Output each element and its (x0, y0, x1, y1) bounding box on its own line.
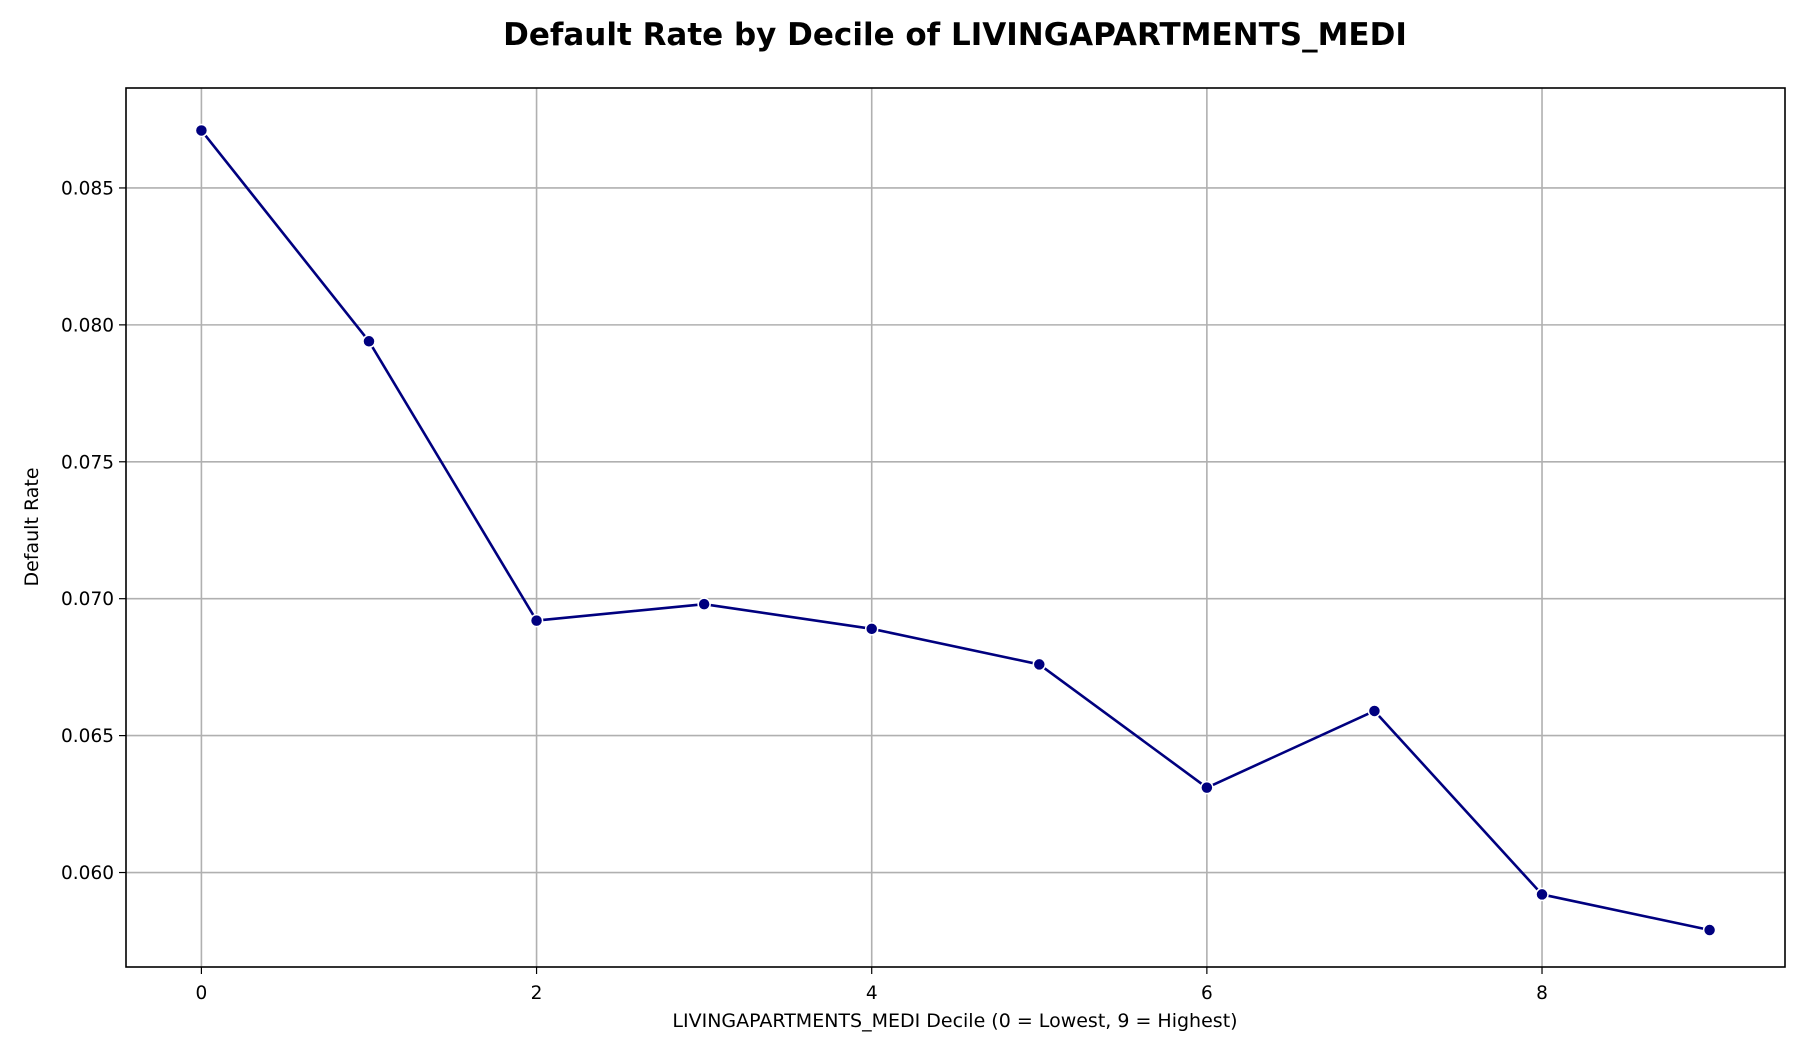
data-point (697, 597, 711, 611)
data-point (194, 123, 209, 138)
x-tick-label: 2 (531, 983, 543, 1004)
x-axis-label: LIVINGAPARTMENTS_MEDI Decile (0 = Lowest… (672, 1010, 1237, 1032)
x-axis: 0 2 4 6 8 (196, 967, 1548, 1004)
grid (126, 88, 1785, 967)
data-point (1032, 657, 1047, 672)
chart-title: Default Rate by Decile of LIVINGAPARTMEN… (503, 17, 1407, 53)
data-point (362, 334, 376, 349)
y-tick-label: 0.070 (61, 589, 114, 610)
data-point (1535, 887, 1549, 902)
data-point (1367, 704, 1382, 718)
y-tick-label: 0.075 (61, 452, 114, 473)
series-line (200, 129, 1710, 932)
y-axis: 0.060 0.065 0.070 0.075 0.080 0.085 (61, 178, 126, 884)
data-point (864, 622, 879, 636)
y-axis-label: Default Rate (21, 467, 43, 586)
x-tick-label: 4 (866, 983, 878, 1004)
data-point (529, 613, 544, 628)
data-point (1200, 780, 1214, 795)
plot-frame (125, 87, 1786, 968)
data-point (1702, 923, 1717, 937)
y-tick-label: 0.060 (61, 863, 114, 884)
x-tick-label: 6 (1201, 983, 1213, 1004)
y-tick-label: 0.085 (61, 178, 114, 199)
y-tick-label: 0.080 (61, 315, 114, 336)
y-tick-label: 0.065 (61, 726, 114, 747)
x-tick-label: 8 (1536, 983, 1548, 1004)
x-tick-label: 0 (196, 983, 208, 1004)
plot-area (194, 123, 1717, 937)
